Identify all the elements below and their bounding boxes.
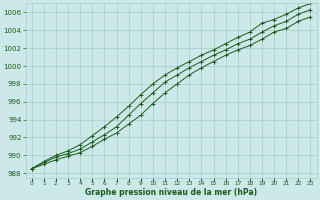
X-axis label: Graphe pression niveau de la mer (hPa): Graphe pression niveau de la mer (hPa)	[85, 188, 257, 197]
